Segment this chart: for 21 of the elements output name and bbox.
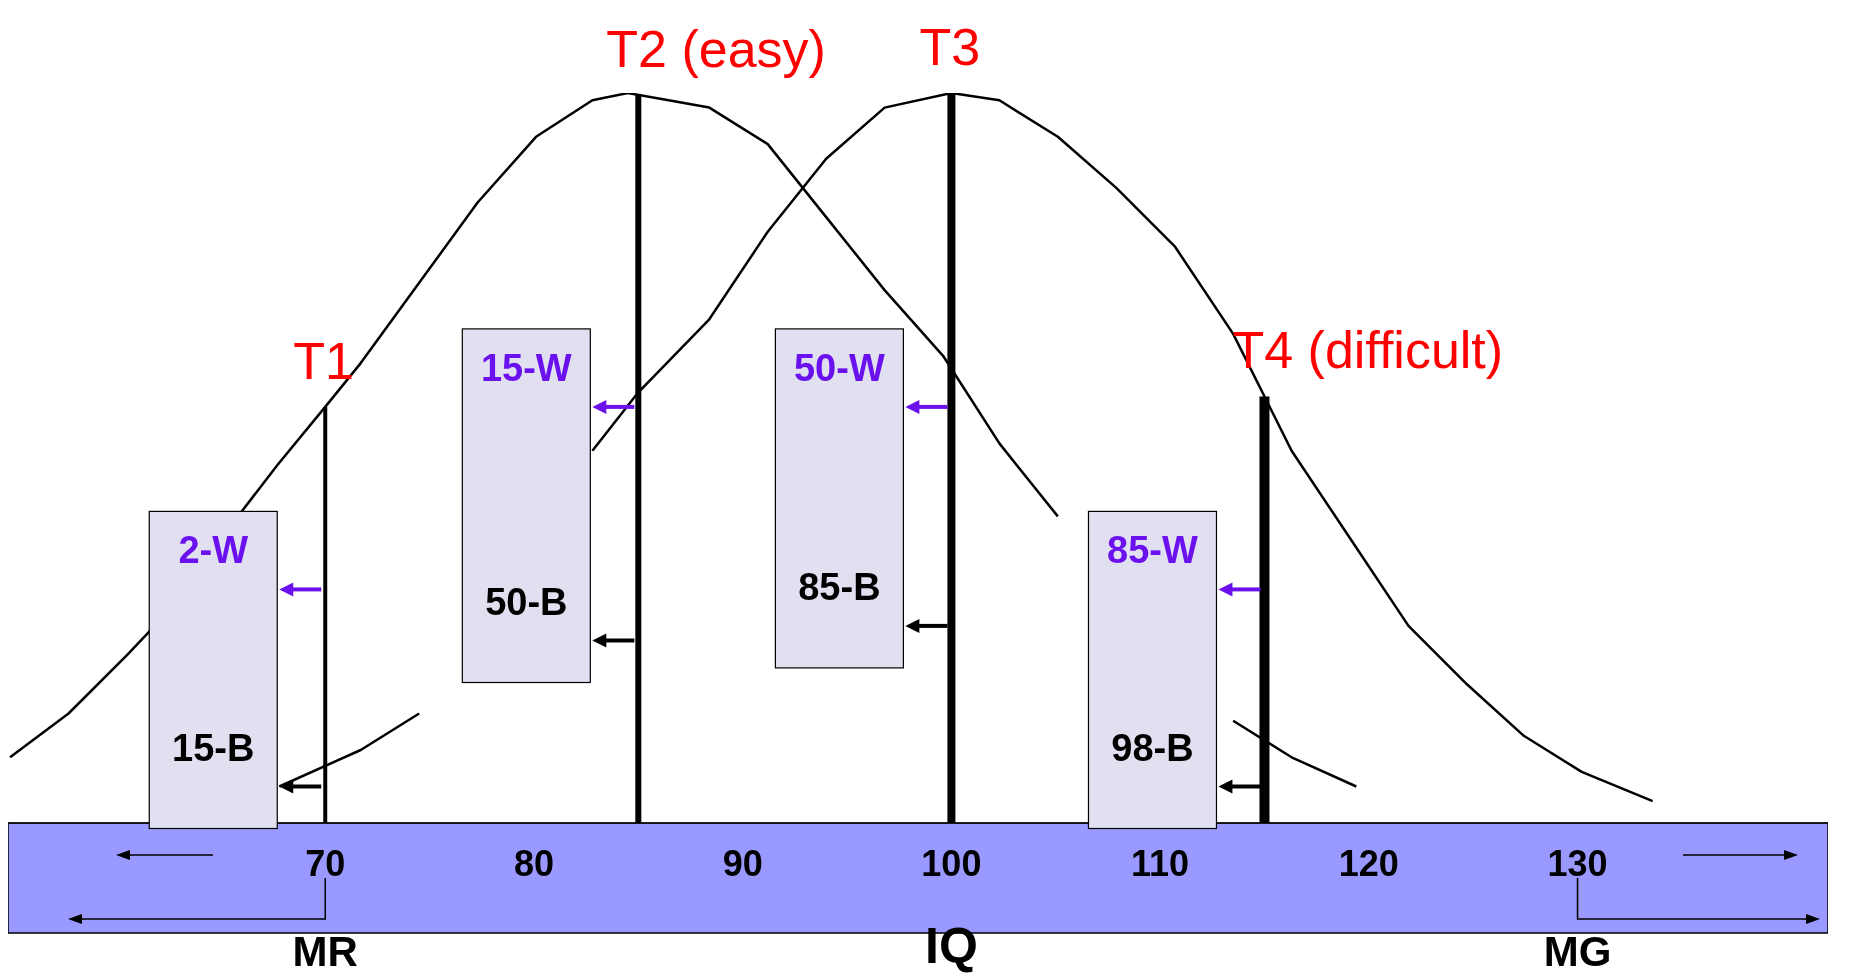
annotation: 85-W	[1107, 529, 1198, 572]
x-tick-label: 100	[921, 843, 982, 884]
annotation: 50-B	[485, 580, 568, 623]
x-tick-label: 120	[1338, 843, 1399, 884]
ref-line-label: T1	[293, 331, 354, 390]
annotation: 85-B	[798, 565, 881, 608]
text: MG	[1543, 928, 1612, 975]
x-tick-label: 80	[513, 843, 554, 884]
annotation: 15-B	[172, 726, 255, 769]
ref-line-label: T2 (easy)	[606, 19, 826, 78]
ref-line-label: T3	[919, 18, 981, 76]
x-tick-label: 90	[722, 843, 763, 884]
text: MR	[292, 928, 358, 975]
x-tick-label: 130	[1547, 843, 1608, 884]
x-tick-label: 110	[1131, 843, 1190, 884]
x-tick-label: 70	[305, 843, 346, 884]
annotation: 15-W	[480, 346, 572, 389]
annotation: 50-W	[794, 346, 885, 389]
x-axis-title: IQ	[925, 918, 978, 974]
annotation: 2-W	[178, 529, 249, 572]
annotation: 98-B	[1111, 726, 1194, 769]
